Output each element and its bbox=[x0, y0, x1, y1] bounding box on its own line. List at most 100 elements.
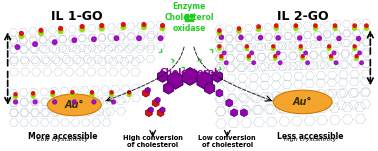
Circle shape bbox=[301, 55, 304, 58]
Circle shape bbox=[353, 26, 357, 30]
Circle shape bbox=[218, 47, 221, 50]
Polygon shape bbox=[184, 13, 194, 22]
Polygon shape bbox=[216, 66, 222, 70]
Circle shape bbox=[274, 24, 278, 27]
Circle shape bbox=[252, 61, 256, 64]
Circle shape bbox=[223, 51, 226, 55]
Circle shape bbox=[259, 36, 263, 40]
Circle shape bbox=[353, 24, 356, 27]
Circle shape bbox=[356, 37, 361, 41]
Circle shape bbox=[53, 100, 57, 104]
Text: IL 1-GO: IL 1-GO bbox=[51, 10, 103, 23]
Circle shape bbox=[294, 26, 298, 30]
Circle shape bbox=[142, 23, 146, 26]
Circle shape bbox=[239, 35, 243, 40]
Circle shape bbox=[51, 93, 55, 97]
Circle shape bbox=[92, 100, 96, 104]
Circle shape bbox=[353, 45, 356, 48]
Polygon shape bbox=[181, 66, 186, 72]
Circle shape bbox=[327, 47, 331, 50]
Text: More accessible: More accessible bbox=[28, 132, 97, 141]
Circle shape bbox=[358, 51, 361, 55]
Text: Enzyme
Cholesterol
oxidase: Enzyme Cholesterol oxidase bbox=[164, 2, 214, 33]
Polygon shape bbox=[184, 13, 194, 22]
Text: high crystallinity: high crystallinity bbox=[284, 137, 337, 142]
Circle shape bbox=[317, 36, 321, 40]
Circle shape bbox=[220, 56, 223, 60]
Circle shape bbox=[276, 36, 280, 40]
Polygon shape bbox=[158, 48, 164, 53]
Text: Au°: Au° bbox=[65, 100, 84, 110]
Circle shape bbox=[306, 61, 309, 64]
Circle shape bbox=[360, 61, 363, 64]
Circle shape bbox=[70, 93, 74, 97]
Circle shape bbox=[14, 95, 17, 99]
Circle shape bbox=[328, 45, 331, 48]
Circle shape bbox=[304, 51, 307, 55]
Polygon shape bbox=[146, 109, 152, 117]
Circle shape bbox=[14, 93, 17, 96]
Circle shape bbox=[72, 100, 76, 104]
Circle shape bbox=[276, 51, 280, 55]
Circle shape bbox=[90, 93, 94, 97]
Polygon shape bbox=[184, 13, 194, 22]
Circle shape bbox=[137, 36, 141, 40]
Polygon shape bbox=[198, 59, 202, 63]
Polygon shape bbox=[240, 109, 247, 117]
Circle shape bbox=[219, 35, 223, 39]
Polygon shape bbox=[184, 13, 194, 22]
Circle shape bbox=[110, 93, 113, 97]
Text: Low conversion
of cholesterol: Low conversion of cholesterol bbox=[198, 135, 256, 148]
Circle shape bbox=[257, 27, 261, 31]
Polygon shape bbox=[197, 72, 212, 89]
Circle shape bbox=[51, 91, 54, 94]
Circle shape bbox=[90, 91, 93, 94]
Circle shape bbox=[299, 45, 302, 48]
Circle shape bbox=[218, 29, 221, 32]
Circle shape bbox=[142, 25, 146, 30]
Circle shape bbox=[355, 55, 358, 58]
Circle shape bbox=[19, 34, 24, 38]
Circle shape bbox=[274, 26, 278, 30]
Text: Less accessible: Less accessible bbox=[277, 132, 344, 141]
Polygon shape bbox=[148, 107, 153, 113]
Circle shape bbox=[333, 24, 337, 27]
Text: Cholesterol: Cholesterol bbox=[160, 68, 218, 77]
Circle shape bbox=[294, 24, 297, 27]
Circle shape bbox=[329, 56, 333, 60]
Circle shape bbox=[314, 24, 317, 27]
Circle shape bbox=[237, 27, 241, 30]
Circle shape bbox=[217, 31, 222, 35]
Circle shape bbox=[53, 40, 57, 44]
Circle shape bbox=[271, 47, 275, 50]
Polygon shape bbox=[158, 71, 167, 82]
Circle shape bbox=[20, 32, 23, 35]
Circle shape bbox=[14, 100, 17, 104]
Circle shape bbox=[161, 24, 164, 27]
Circle shape bbox=[333, 26, 337, 30]
Circle shape bbox=[220, 55, 223, 58]
Circle shape bbox=[274, 55, 277, 58]
Text: Au°: Au° bbox=[293, 97, 312, 107]
Circle shape bbox=[330, 55, 333, 58]
Circle shape bbox=[31, 94, 35, 98]
Circle shape bbox=[32, 92, 35, 95]
Circle shape bbox=[298, 36, 302, 40]
Circle shape bbox=[272, 45, 275, 48]
Circle shape bbox=[121, 23, 125, 26]
Circle shape bbox=[299, 47, 302, 50]
Circle shape bbox=[247, 55, 250, 58]
Polygon shape bbox=[145, 87, 150, 93]
Circle shape bbox=[257, 25, 260, 28]
Circle shape bbox=[33, 42, 37, 46]
Polygon shape bbox=[167, 72, 183, 89]
Circle shape bbox=[58, 29, 63, 34]
Polygon shape bbox=[204, 82, 215, 94]
Circle shape bbox=[71, 91, 74, 94]
Circle shape bbox=[364, 26, 369, 30]
Circle shape bbox=[332, 51, 336, 55]
Text: High conversion
of cholesterol: High conversion of cholesterol bbox=[123, 135, 183, 148]
Circle shape bbox=[110, 91, 113, 94]
Circle shape bbox=[33, 100, 37, 104]
Circle shape bbox=[80, 27, 84, 32]
